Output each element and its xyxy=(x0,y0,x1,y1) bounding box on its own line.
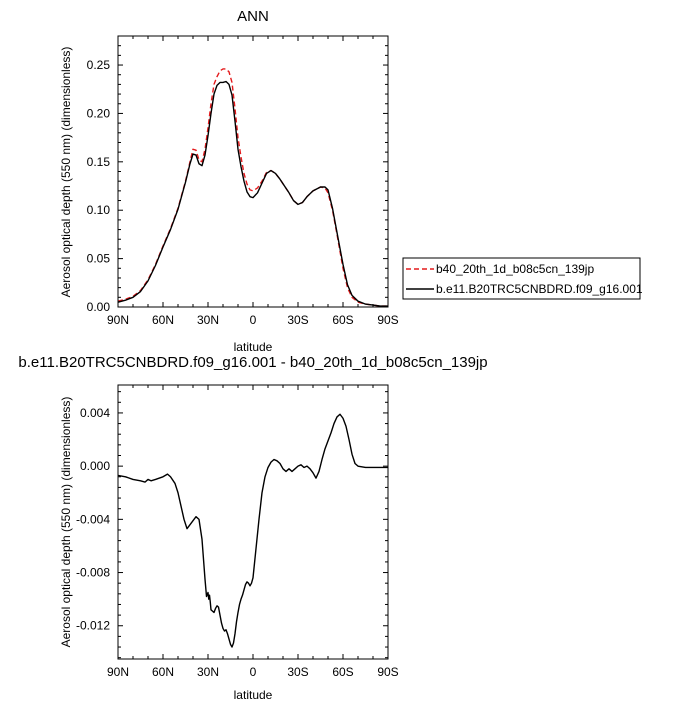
panel-top-x-tick-label: 60N xyxy=(152,313,174,327)
panel-bottom-y-tick-label: -0.008 xyxy=(76,566,110,580)
panel-top-x-tick-label: 90S xyxy=(377,313,398,327)
panel-top-x-tick-label: 60S xyxy=(332,313,353,327)
panel-bottom-y-axis: 0.004 0.000 -0.004 -0.008 -0.012 xyxy=(76,391,388,659)
panel-bottom-x-tick-label: 30S xyxy=(287,665,308,679)
panel-top-x-tick-label: 0 xyxy=(250,313,257,327)
panel-top-plot-area xyxy=(117,68,388,307)
panel-bottom-x-axis: 90N 60N 30N 0 30S 60S 90S xyxy=(107,385,399,679)
panel-top-frame xyxy=(117,35,389,308)
panel-bottom-x-tick-label: 90N xyxy=(107,665,129,679)
legend-box xyxy=(402,257,641,300)
panel-top-y-tick-label: 0.00 xyxy=(87,300,111,314)
panel-bottom-y-tick-label: -0.004 xyxy=(76,512,110,526)
panel-bottom-x-tick-label: 30N xyxy=(197,665,219,679)
panel-top-y-axis: 0.00 0.05 0.10 0.15 0.20 0.25 xyxy=(87,35,388,314)
panel-top-y-tick-label: 0.25 xyxy=(87,58,111,72)
panel-top-x-tick-label: 30N xyxy=(197,313,219,327)
panel-bottom: b.e11.B20TRC5CNBDRD.f09_g16.001 - b40_20… xyxy=(18,354,487,702)
panel-bottom-x-tick-label: 60N xyxy=(152,665,174,679)
panel-top-x-axis-label: latitude xyxy=(234,340,273,354)
panel-bottom-x-tick-label: 90S xyxy=(377,665,398,679)
panel-top: ANN 0.00 0.05 0.10 0.15 0.20 0.25 90N 60N 30N 0 3… xyxy=(59,8,399,354)
panel-bottom-x-tick-label: 0 xyxy=(250,665,257,679)
panel-bottom-title: b.e11.B20TRC5CNBDRD.f09_g16.001 - b40_20… xyxy=(18,354,487,371)
panel-bottom-y-axis-label: Aerosol optical depth (550 nm) (dimensio… xyxy=(59,397,73,648)
panel-top-series-line-2 xyxy=(117,80,388,307)
panel-top-y-axis-label: Aerosol optical depth (550 nm) (dimensio… xyxy=(59,47,73,298)
legend-label-series-1: b40_20th_1d_b08c5cn_139jp xyxy=(436,262,594,276)
panel-top-y-tick-label: 0.05 xyxy=(87,252,111,266)
panel-bottom-x-tick-label: 60S xyxy=(332,665,353,679)
panel-top-y-tick-label: 0.15 xyxy=(87,155,111,169)
panel-top-title: ANN xyxy=(237,8,269,25)
legend: b40_20th_1d_b08c5cn_139jp b.e11.B20TRC5C… xyxy=(402,257,643,300)
panel-bottom-series-line-1 xyxy=(117,413,388,648)
panel-top-x-tick-label: 90N xyxy=(107,313,129,327)
panel-top-y-tick-label: 0.10 xyxy=(87,203,111,217)
panel-bottom-y-tick-label: 0.004 xyxy=(80,406,110,420)
panel-top-x-tick-label: 30S xyxy=(287,313,308,327)
panel-top-x-axis: 90N 60N 30N 0 30S 60S 90S xyxy=(107,36,399,327)
legend-label-series-2: b.e11.B20TRC5CNBDRD.f09_g16.001 xyxy=(436,282,643,296)
panel-bottom-y-tick-label: 0.000 xyxy=(80,459,110,473)
panel-bottom-y-tick-label: -0.012 xyxy=(76,619,110,633)
panel-bottom-frame xyxy=(117,384,389,660)
panel-top-series-line-1 xyxy=(117,68,388,307)
panel-top-y-tick-label: 0.20 xyxy=(87,106,111,120)
panel-bottom-plot-area xyxy=(117,413,388,648)
panel-bottom-x-axis-label: latitude xyxy=(234,688,273,702)
